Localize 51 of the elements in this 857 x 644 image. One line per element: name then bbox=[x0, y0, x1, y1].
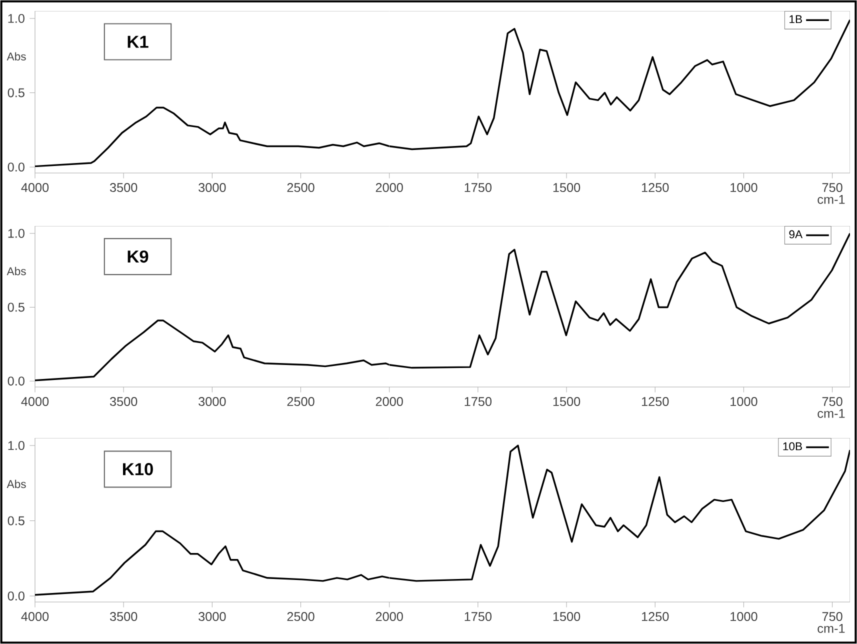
y-tick-label: 1.0 bbox=[8, 14, 24, 23]
x-tick-label: 1750 bbox=[464, 183, 492, 192]
x-tick-label: 1500 bbox=[553, 183, 580, 192]
x-tick-label: 1250 bbox=[642, 612, 669, 622]
y-tick-label: 1.0 bbox=[8, 441, 24, 450]
legend-label: 1B bbox=[790, 15, 802, 24]
x-tick-label: 2500 bbox=[287, 612, 314, 622]
y-tick-label: 0.5 bbox=[8, 88, 24, 98]
y-tick-label: 0.5 bbox=[8, 302, 24, 312]
x-tick-label: 1250 bbox=[642, 183, 669, 192]
y-axis-title: Abs bbox=[6, 266, 26, 276]
x-tick-label: 1750 bbox=[464, 397, 492, 406]
x-tick-label: 3500 bbox=[110, 612, 138, 622]
x-tick-label: 750 bbox=[822, 183, 842, 192]
x-tick-label: 2000 bbox=[376, 612, 403, 622]
x-tick-label: 1000 bbox=[730, 397, 758, 406]
x-tick-label: 2500 bbox=[287, 183, 314, 192]
x-axis-title: cm-1 bbox=[818, 624, 845, 633]
x-tick-label: 1500 bbox=[553, 397, 580, 406]
x-tick-label: 2000 bbox=[376, 183, 403, 192]
text: K10 bbox=[123, 463, 153, 476]
x-tick-label: 1000 bbox=[730, 612, 758, 622]
y-tick-label: 0.0 bbox=[8, 591, 24, 600]
y-axis-title: Abs bbox=[6, 52, 26, 61]
text: K9 bbox=[128, 250, 148, 263]
x-tick-label: 3000 bbox=[198, 397, 226, 406]
x-tick-label: 1000 bbox=[730, 183, 758, 192]
x-tick-label: 3000 bbox=[198, 612, 226, 622]
y-tick-label: 0.0 bbox=[8, 162, 24, 172]
y-tick-label: 0.5 bbox=[8, 516, 24, 526]
x-axis-title: cm-1 bbox=[818, 195, 845, 204]
y-tick-label: 1.0 bbox=[8, 228, 24, 238]
legend-label: 9A bbox=[789, 230, 803, 238]
text: K1 bbox=[128, 36, 148, 48]
x-tick-label: 750 bbox=[822, 612, 842, 622]
x-tick-label: 1500 bbox=[553, 612, 580, 622]
x-tick-label: 1250 bbox=[642, 397, 669, 406]
y-axis-title: Abs bbox=[6, 480, 26, 488]
x-tick-label: 3000 bbox=[198, 183, 226, 192]
y-tick-label: 0.0 bbox=[8, 376, 24, 386]
x-tick-label: 750 bbox=[822, 397, 842, 406]
x-tick-label: 4000 bbox=[21, 612, 49, 622]
legend-label: 10B bbox=[783, 442, 802, 450]
x-tick-label: 1750 bbox=[464, 612, 492, 622]
x-tick-label: 3500 bbox=[110, 183, 138, 192]
x-axis-title: cm-1 bbox=[818, 409, 845, 418]
x-tick-label: 3500 bbox=[110, 397, 138, 406]
x-tick-label: 4000 bbox=[21, 183, 49, 192]
x-tick-label: 2500 bbox=[287, 397, 314, 406]
x-tick-label: 4000 bbox=[21, 397, 49, 406]
x-tick-label: 2000 bbox=[376, 397, 403, 406]
